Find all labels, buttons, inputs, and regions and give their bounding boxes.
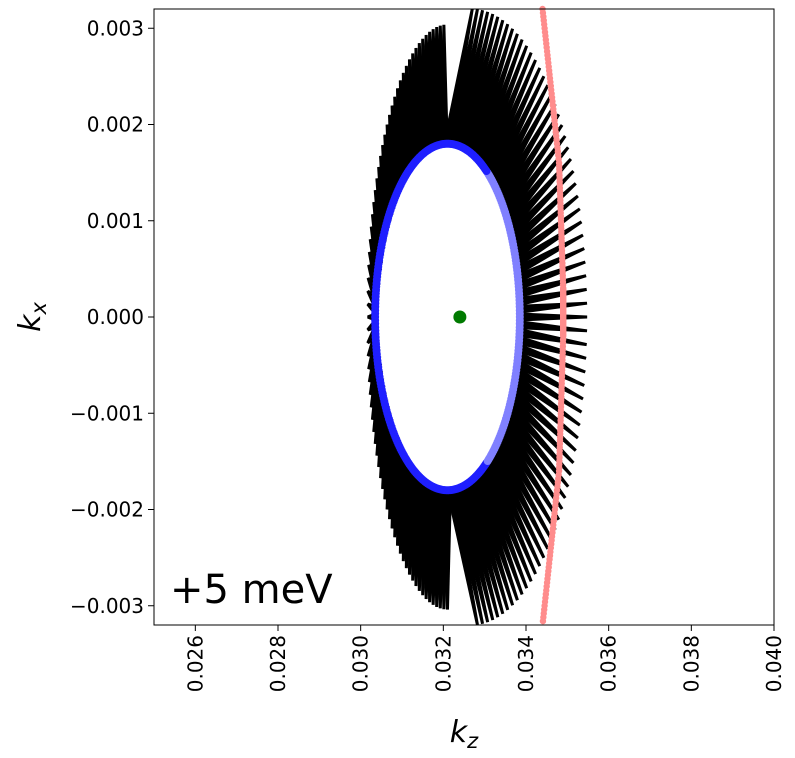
field-arrow: [517, 335, 587, 360]
field-arrow: [462, 482, 505, 615]
field-arrow: [517, 274, 587, 299]
field-arrow: [471, 474, 519, 601]
field-arrow: [517, 343, 586, 374]
x-tick-label: 0.034: [514, 635, 538, 692]
green-point: [453, 310, 467, 324]
field-arrow: [518, 287, 587, 306]
field-arrow: [513, 366, 583, 414]
field-arrow: [504, 146, 570, 225]
field-arrow: [504, 409, 570, 488]
x-tick-label: 0.038: [679, 635, 703, 692]
field-arrow: [443, 8, 474, 145]
x-tick-label: 0.032: [431, 635, 455, 692]
field-arrow: [506, 402, 573, 476]
field-arrow: [446, 489, 479, 625]
field-arrow: [517, 260, 586, 291]
y-axis-ticks: 0.003 0.002 0.001 0.000 −0.001 −0.002 −0.003: [70, 16, 154, 618]
field-arrow: [516, 247, 585, 283]
field-arrow: [502, 135, 567, 218]
field-arrow: [513, 220, 583, 268]
field-arrow: [515, 233, 584, 275]
x-tick-label: 0.030: [349, 635, 373, 692]
field-arrow: [516, 351, 585, 387]
y-tick-label: 0.000: [87, 305, 144, 329]
field-arrow: [500, 124, 564, 212]
field-arrow: [480, 464, 533, 582]
y-tick-label: −0.003: [70, 594, 144, 618]
blue-series: [371, 139, 524, 495]
field-arrow: [500, 422, 564, 510]
x-axis-ticks: 0.026 0.028 0.030 0.032 0.034 0.036 0.038 0.040: [183, 625, 786, 692]
field-arrow: [456, 486, 495, 621]
x-axis-label: kz: [450, 715, 479, 753]
x-tick-label: 0.026: [183, 635, 207, 692]
field-arrow: [491, 445, 550, 550]
field-arrow: [519, 312, 588, 322]
y-tick-label: 0.001: [87, 209, 144, 233]
y-tick-label: −0.001: [70, 401, 144, 425]
blue-point: [515, 316, 524, 325]
field-arrow: [488, 450, 546, 559]
field-arrow: [519, 301, 588, 314]
y-axis-label: kx: [13, 302, 51, 332]
field-arrow: [465, 480, 510, 611]
field-arrow: [502, 416, 567, 499]
field-arrow: [452, 487, 490, 623]
field-arrow: [477, 467, 529, 589]
field-arrow: [518, 328, 587, 347]
center-point: [453, 310, 467, 324]
field-arrow: [495, 434, 557, 531]
field-arrow: [485, 455, 542, 567]
field-arrow: [495, 103, 557, 200]
field-arrow: [468, 477, 515, 606]
y-tick-label: 0.003: [87, 16, 144, 40]
x-tick-label: 0.036: [597, 635, 621, 692]
field-arrow: [474, 471, 524, 596]
y-tick-label: −0.002: [70, 498, 144, 522]
field-arrow: [442, 490, 452, 610]
field-arrow: [498, 428, 561, 521]
field-arrow: [519, 320, 588, 333]
field-arrow: [459, 484, 500, 618]
x-tick-label: 0.028: [266, 635, 290, 692]
x-tick-label: 0.040: [762, 635, 786, 692]
field-arrow: [493, 440, 553, 541]
field-arrow: [498, 113, 561, 206]
pink-point: [539, 617, 547, 625]
field-arrow: [483, 459, 537, 575]
annotation-energy: +5 meV: [170, 567, 333, 613]
y-tick-label: 0.002: [87, 113, 144, 137]
field-arrow: [506, 158, 573, 232]
field-arrow: [449, 488, 485, 625]
arrow-field: [366, 8, 588, 625]
field-arrow: [515, 359, 584, 401]
pink-series: [539, 5, 567, 625]
